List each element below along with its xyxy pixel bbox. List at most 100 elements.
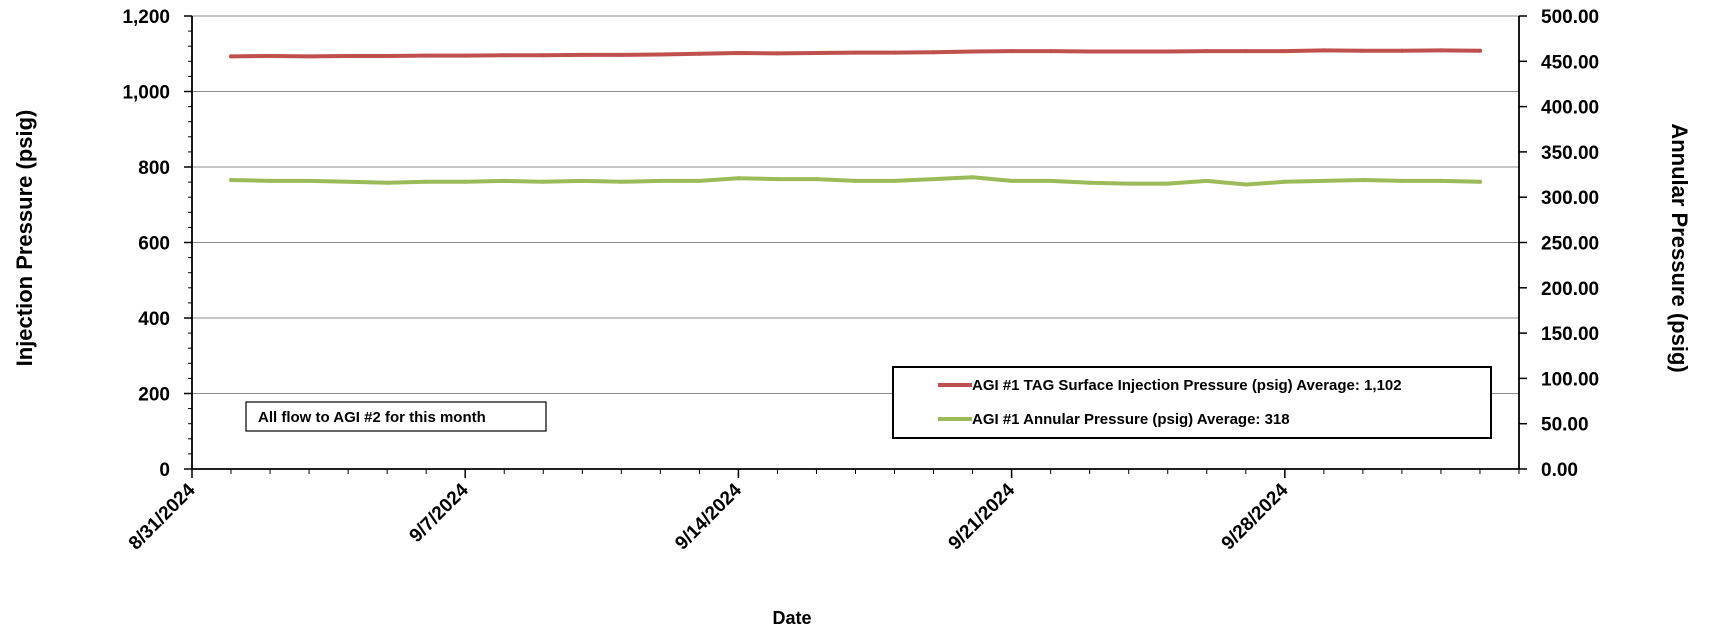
annular-pressure-point — [931, 177, 936, 182]
left-axis-ticks: 0 200 400 600 800 1,000 1,200 — [122, 7, 192, 481]
right-tick-label: 250.00 — [1541, 234, 1599, 255]
right-tick-label: 0.00 — [1541, 460, 1578, 481]
y-axis-left-title: Injection Pressure (psig) — [12, 110, 37, 367]
annular-pressure-point — [658, 178, 663, 183]
annular-pressure-point — [814, 177, 819, 182]
x-tick-label: 9/28/2024 — [1218, 479, 1293, 554]
injection-pressure-point — [658, 52, 663, 57]
annular-pressure-point — [541, 179, 546, 184]
annular-pressure-point — [1478, 179, 1482, 184]
x-tick-label: 9/21/2024 — [945, 479, 1020, 554]
injection-pressure-point — [1165, 49, 1170, 54]
annular-pressure-point — [502, 178, 507, 183]
annular-pressure-point — [1048, 178, 1053, 183]
annular-pressure-point — [424, 179, 429, 184]
annular-pressure-point — [970, 175, 975, 180]
injection-pressure-point — [1321, 48, 1326, 53]
annotation-text: All flow to AGI #2 for this month — [258, 409, 486, 426]
injection-pressure-point — [1282, 49, 1287, 54]
annular-pressure-point — [229, 178, 233, 182]
annular-pressure-point — [1165, 181, 1170, 186]
x-tick-label: 9/14/2024 — [671, 479, 746, 554]
right-tick-label: 50.00 — [1541, 415, 1589, 436]
injection-pressure-point — [541, 53, 546, 58]
injection-pressure-point — [385, 54, 390, 58]
right-axis-ticks: 0.00 50.00 100.00 150.00 200.00 250.00 300.00 3… — [1519, 7, 1599, 481]
injection-pressure-point — [1478, 48, 1482, 53]
legend-label-annular: AGI #1 Annular Pressure (psig) Average: … — [972, 411, 1290, 428]
injection-pressure-point — [1009, 49, 1014, 54]
right-tick-label: 350.00 — [1541, 143, 1599, 164]
injection-pressure-point — [580, 52, 585, 57]
legend: AGI #1 TAG Surface Injection Pressure (p… — [892, 366, 1492, 439]
injection-pressure-point — [307, 54, 312, 59]
left-tick-label: 400 — [138, 309, 170, 330]
annular-pressure-point — [697, 178, 702, 183]
annular-pressure-point — [268, 178, 273, 183]
injection-pressure-point — [1438, 48, 1443, 53]
injection-pressure-point — [1204, 49, 1209, 54]
injection-pressure-point — [931, 50, 936, 55]
injection-pressure-point — [463, 53, 468, 58]
annular-pressure-point — [463, 179, 468, 184]
right-tick-label: 450.00 — [1541, 52, 1599, 73]
left-tick-label: 1,200 — [122, 7, 170, 28]
annular-pressure-point — [853, 178, 858, 183]
left-tick-label: 200 — [138, 385, 170, 406]
injection-pressure-point — [1399, 48, 1404, 53]
injection-pressure-point — [1087, 49, 1092, 54]
annular-pressure-point — [1321, 178, 1326, 183]
x-tick-label: 8/31/2024 — [125, 479, 200, 554]
injection-pressure-point — [775, 51, 780, 56]
left-tick-label: 1,000 — [122, 83, 170, 104]
right-tick-label: 300.00 — [1541, 188, 1599, 209]
annular-pressure-point — [346, 179, 351, 184]
injection-pressure-point — [736, 51, 741, 55]
injection-pressure-point — [1048, 49, 1053, 54]
injection-pressure-point — [892, 50, 897, 55]
injection-pressure-point — [1360, 48, 1365, 53]
annular-pressure-point — [1204, 178, 1209, 183]
legend-label-injection: AGI #1 TAG Surface Injection Pressure (p… — [972, 377, 1402, 394]
annular-pressure-point — [775, 177, 780, 182]
injection-pressure-point — [1126, 49, 1131, 54]
right-tick-label: 400.00 — [1541, 98, 1599, 119]
annular-pressure-point — [1399, 178, 1404, 183]
annular-pressure-point — [1438, 178, 1443, 183]
left-tick-label: 600 — [138, 234, 170, 255]
injection-pressure-point — [970, 49, 975, 54]
annular-pressure-point — [1360, 178, 1365, 182]
annular-pressure-point — [580, 178, 585, 183]
annular-pressure-point — [736, 176, 741, 181]
annular-pressure-point — [307, 178, 312, 183]
injection-pressure-point — [814, 51, 819, 55]
annular-pressure-point — [1243, 182, 1248, 187]
annular-pressure-point — [1087, 180, 1092, 185]
injection-pressure-point — [502, 53, 507, 58]
annular-pressure-point — [1009, 178, 1014, 183]
injection-pressure-point — [619, 52, 624, 57]
annular-pressure-point — [892, 178, 897, 183]
series-layer — [229, 48, 1482, 187]
injection-pressure-point — [697, 51, 702, 56]
left-tick-label: 800 — [138, 158, 170, 179]
annular-pressure-point — [385, 180, 390, 185]
injection-pressure-point — [853, 50, 858, 55]
right-tick-label: 100.00 — [1541, 369, 1599, 390]
injection-pressure-point — [346, 54, 351, 58]
x-axis-title: Date — [772, 608, 811, 628]
annular-pressure-point — [1126, 181, 1131, 186]
right-tick-label: 150.00 — [1541, 324, 1599, 345]
right-tick-label: 500.00 — [1541, 7, 1599, 28]
left-tick-label: 0 — [159, 460, 170, 481]
injection-pressure-point — [1243, 49, 1248, 54]
injection-pressure-point — [268, 54, 273, 58]
y-axis-right-title: Annular Pressure (psig) — [1667, 123, 1692, 372]
annular-pressure-point — [1282, 179, 1287, 184]
gridlines — [192, 15, 1519, 394]
injection-pressure-point — [229, 54, 233, 59]
right-tick-label: 200.00 — [1541, 279, 1599, 300]
x-tick-label: 9/7/2024 — [406, 479, 473, 546]
x-axis-ticks: 8/31/2024 9/7/2024 9/14/2024 9/21/2024 9/28/… — [125, 469, 1520, 554]
